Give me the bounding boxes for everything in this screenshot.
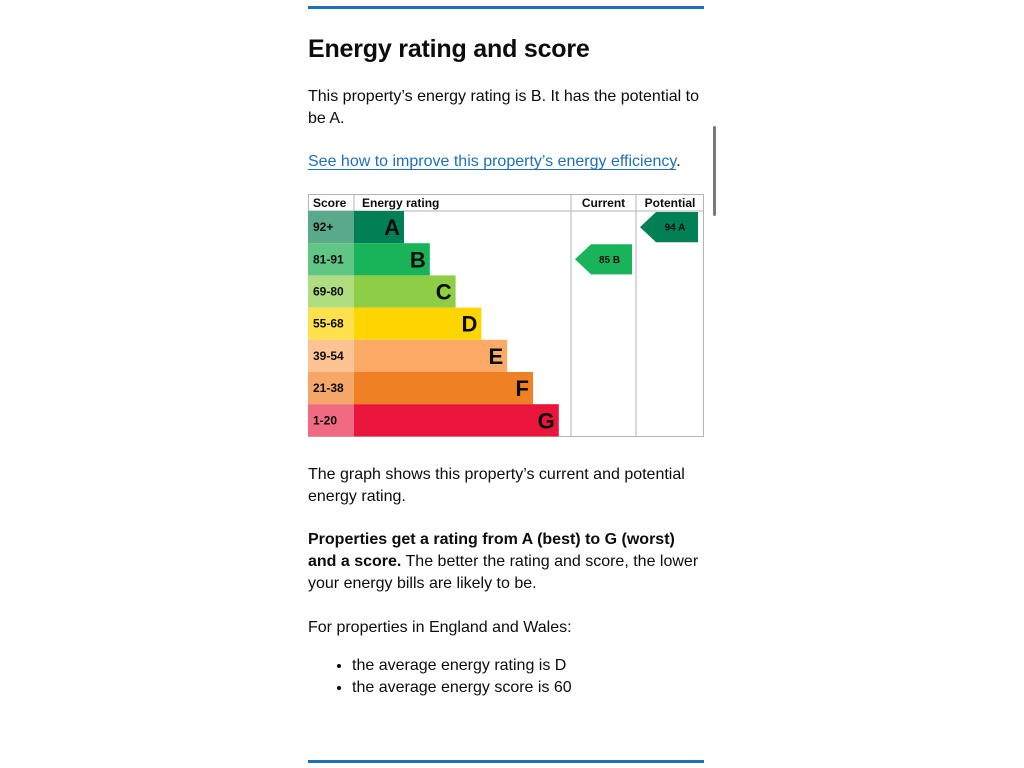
- band-bar-c: [354, 275, 456, 308]
- section-divider-bottom: [308, 760, 704, 763]
- band-bar-b: [354, 243, 430, 276]
- band-letter-b: B: [410, 247, 426, 272]
- current-rating-arrow: [575, 244, 632, 275]
- ratings-explanation-text: The better the rating and score, the low…: [308, 553, 699, 592]
- band-score-cell-g: [308, 404, 354, 437]
- band-score-f: 21-38: [313, 381, 344, 395]
- band-letter-g: G: [538, 408, 555, 433]
- band-score-cell-a: [308, 211, 354, 244]
- band-letter-a: A: [384, 215, 400, 240]
- scrollbar[interactable]: [713, 126, 716, 216]
- current-rating-label: 85 B: [599, 255, 620, 266]
- improve-suffix: .: [676, 153, 681, 170]
- potential-rating-arrow: [640, 212, 698, 243]
- band-score-cell-e: [308, 339, 354, 372]
- band-letter-e: E: [489, 344, 504, 369]
- band-score-d: 55-68: [313, 317, 344, 331]
- band-bar-f: [354, 372, 533, 405]
- epc-chart: Score Energy rating Current Potential 92+ A 81…: [308, 194, 704, 437]
- page-title: Energy rating and score: [308, 35, 590, 63]
- band-score-g: 1-20: [313, 413, 337, 427]
- band-score-e: 39-54: [313, 349, 344, 363]
- potential-rating-label: 94 A: [665, 223, 686, 234]
- list-item-average-rating: the average energy rating is D: [352, 655, 704, 677]
- band-letter-d: D: [462, 312, 478, 337]
- improve-efficiency-link[interactable]: See how to improve this property’s energ…: [308, 153, 677, 170]
- header-energy-rating: Energy rating: [362, 196, 439, 210]
- band-bar-e: [354, 339, 508, 372]
- header-potential: Potential: [645, 196, 696, 210]
- band-score-cell-b: [308, 243, 354, 276]
- band-score-b: 81-91: [313, 252, 344, 266]
- ratings-explanation: Properties get a rating from A (best) to…: [308, 529, 704, 595]
- band-score-cell-c: [308, 275, 354, 308]
- band-letter-f: F: [516, 376, 529, 401]
- england-wales-text: For properties in England and Wales:: [308, 619, 572, 636]
- band-bar-g: [354, 404, 559, 437]
- rating-intro-text: This property’s energy rating is B. It h…: [308, 88, 700, 127]
- average-list: the average energy rating is D the avera…: [308, 655, 704, 699]
- header-current: Current: [582, 196, 625, 210]
- improve-paragraph: See how to improve this property’s energ…: [308, 151, 708, 173]
- band-bar-d: [354, 307, 482, 340]
- band-score-a: 92+: [313, 220, 333, 234]
- band-bar-a: [354, 211, 404, 244]
- header-score: Score: [313, 196, 347, 210]
- content-column: Energy rating and score This property’s …: [308, 0, 704, 768]
- energy-rating-graph: Score Energy rating Current Potential 92+ A 81…: [308, 194, 704, 437]
- band-score-cell-f: [308, 372, 354, 405]
- band-score-cell-d: [308, 307, 354, 340]
- band-letter-c: C: [436, 280, 452, 305]
- ratings-explanation-bold: Properties get a rating from A (best) to…: [308, 531, 675, 570]
- band-score-c: 69-80: [313, 285, 344, 299]
- list-item-average-score: the average energy score is 60: [352, 677, 704, 699]
- graph-description: The graph shows this property’s current …: [308, 466, 685, 505]
- section-divider-top: [308, 6, 704, 9]
